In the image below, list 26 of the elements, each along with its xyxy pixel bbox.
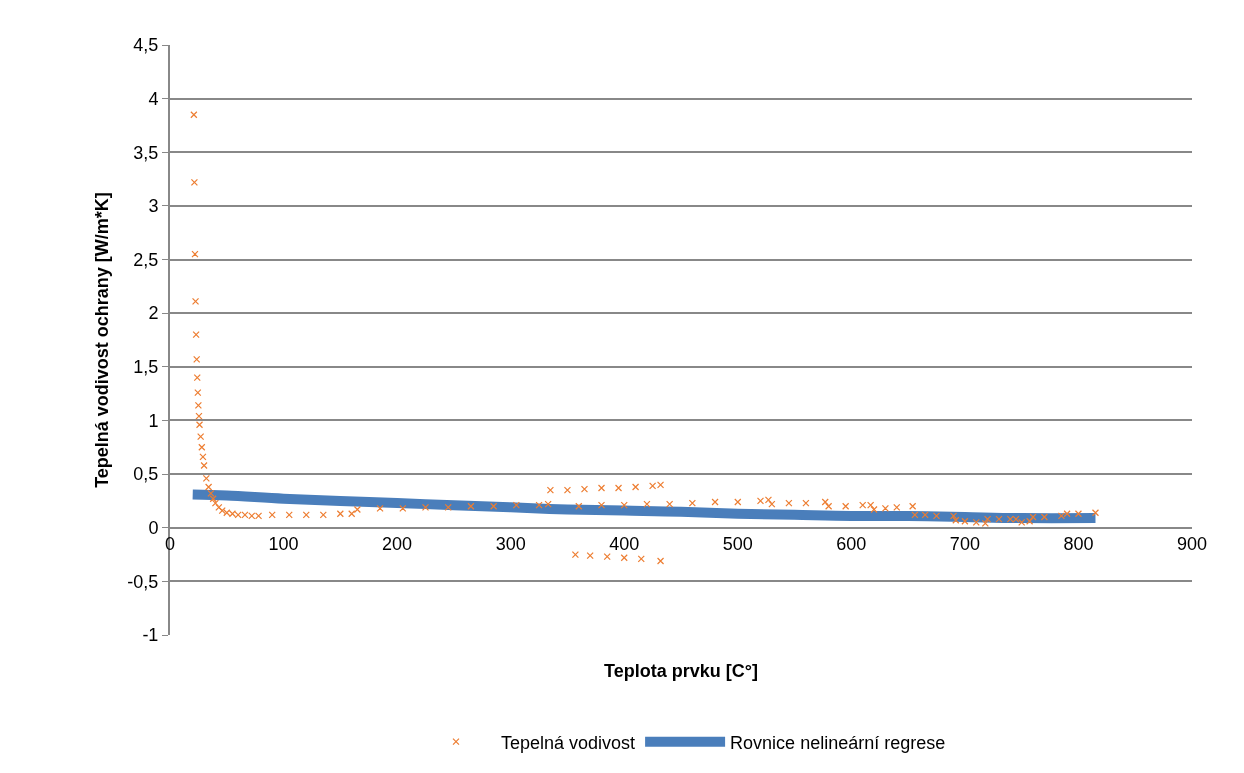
- y-axis-title: Tepelná vodivost ochrany [W/m*K]: [92, 192, 113, 488]
- x-axis-title: Teplota prvku [C°]: [604, 661, 758, 681]
- x-tick-label: 600: [836, 534, 867, 555]
- y-tick-label: 1,5: [133, 357, 159, 378]
- x-tick-label: 400: [609, 534, 640, 555]
- y-tick-label: 2,5: [133, 249, 159, 270]
- x-tick-label: 200: [382, 534, 413, 555]
- x-tick-label: 700: [949, 534, 980, 555]
- y-tick-label: 4,5: [133, 35, 159, 56]
- y-tick-label: 3: [148, 196, 159, 217]
- legend-label: Rovnice nelineární regrese: [730, 732, 946, 753]
- x-tick-label: 500: [722, 534, 753, 555]
- y-tick-label: 4: [148, 88, 159, 109]
- x-tick-label: 900: [1176, 534, 1208, 555]
- legend-label: Tepelná vodivost: [501, 732, 636, 753]
- x-tick-label: 100: [268, 534, 299, 555]
- y-tick-label: 2: [148, 303, 159, 324]
- y-tick-label: -0,5: [127, 571, 159, 592]
- y-tick-label: 0,5: [133, 464, 159, 485]
- y-tick-label: 3,5: [133, 142, 159, 163]
- x-tick-label: 800: [1063, 534, 1094, 555]
- x-tick-label: 0: [164, 534, 176, 555]
- y-tick-label: 1: [148, 410, 159, 431]
- y-tick-label: -1: [142, 625, 159, 646]
- y-tick-label: 0: [148, 518, 159, 539]
- x-tick-label: 300: [495, 534, 526, 555]
